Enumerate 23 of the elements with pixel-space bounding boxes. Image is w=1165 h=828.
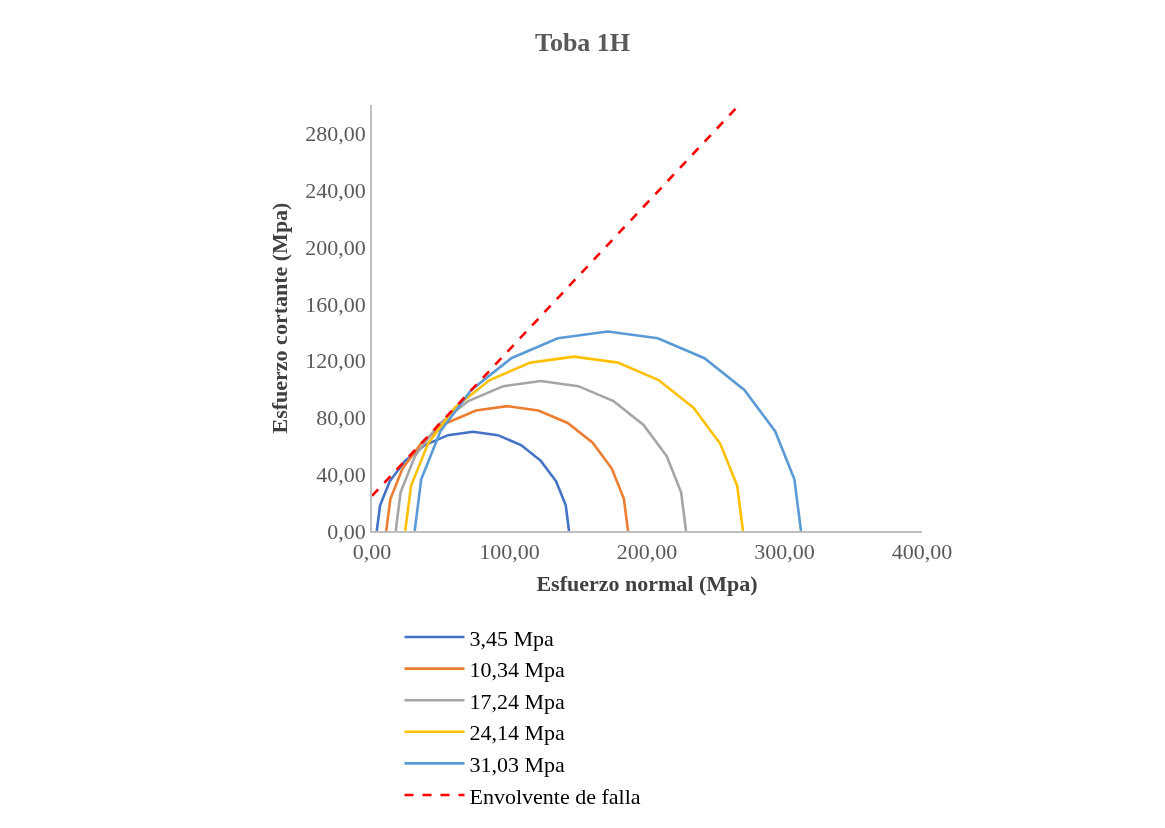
x-tick-label: 100,00	[479, 539, 540, 565]
y-tick-label: 160,00	[305, 291, 366, 317]
y-tick-label: 280,00	[305, 121, 366, 147]
legend-label: 3,45 Mpa	[469, 625, 555, 651]
legend-label: 24,14 Mpa	[469, 720, 566, 746]
legend-label: 10,34 Mpa	[469, 657, 566, 683]
chart-title: Toba 1H	[534, 28, 631, 58]
y-tick-label: 200,00	[305, 234, 366, 260]
x-axis-title: Esfuerzo normal (Mpa)	[536, 570, 758, 596]
line-series	[413, 330, 803, 531]
x-tick-label: 400,00	[891, 539, 953, 565]
y-tick-label: 240,00	[305, 177, 366, 203]
x-tick-label: 300,00	[754, 539, 815, 565]
legend-label: Envolvente de falla	[469, 783, 641, 809]
line-series	[394, 379, 688, 531]
y-axis-title: Esfuerzo cortante (Mpa)	[266, 202, 292, 434]
line-series	[403, 355, 745, 531]
x-tick-label: 200,00	[616, 539, 678, 565]
legend-label: 31,03 Mpa	[469, 751, 566, 777]
y-tick-label: 80,00	[316, 405, 366, 431]
legend-label: 17,24 Mpa	[469, 688, 566, 714]
y-tick-label: 120,00	[305, 348, 366, 374]
y-tick-label: 40,00	[316, 461, 366, 487]
